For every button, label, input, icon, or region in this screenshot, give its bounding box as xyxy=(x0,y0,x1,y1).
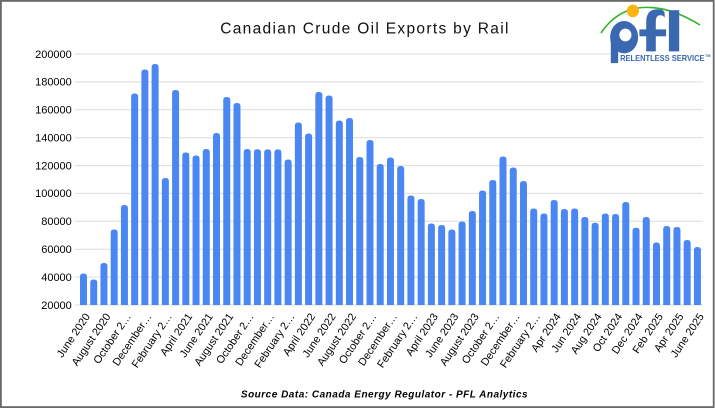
svg-text:80000: 80000 xyxy=(41,216,72,228)
svg-text:TM: TM xyxy=(705,54,710,58)
svg-text:180000: 180000 xyxy=(35,77,72,89)
svg-text:60000: 60000 xyxy=(41,244,72,256)
svg-text:Canadian Crude Oil Exports by: Canadian Crude Oil Exports by Rail xyxy=(220,21,510,38)
svg-text:40000: 40000 xyxy=(41,272,72,284)
svg-text:160000: 160000 xyxy=(35,105,72,117)
svg-text:140000: 140000 xyxy=(35,133,72,145)
svg-text:Source Data: Canada Energy Reg: Source Data: Canada Energy Regulator - P… xyxy=(241,389,528,400)
svg-text:120000: 120000 xyxy=(35,160,72,172)
svg-text:RELENTLESS SERVICE: RELENTLESS SERVICE xyxy=(620,53,705,63)
svg-text:100000: 100000 xyxy=(35,188,72,200)
svg-text:20000: 20000 xyxy=(41,300,72,312)
svg-text:200000: 200000 xyxy=(35,49,72,61)
